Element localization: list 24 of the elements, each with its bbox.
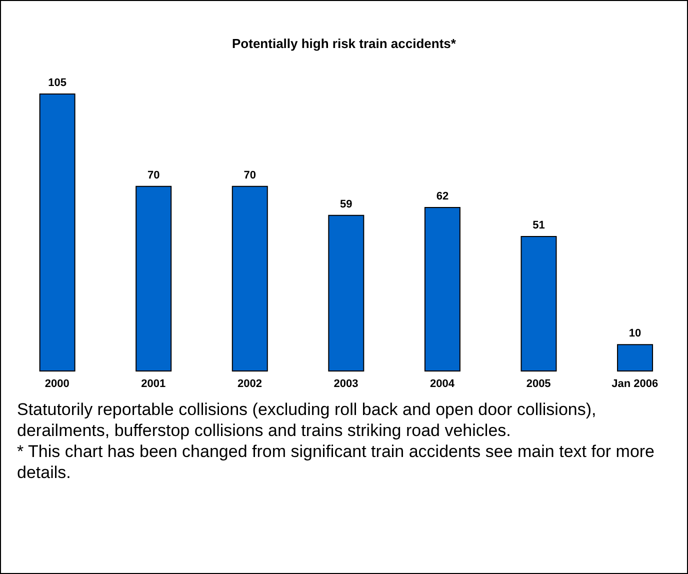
x-tick-label: 2002: [237, 378, 262, 390]
bar: [520, 236, 557, 372]
x-tick-label: 2005: [526, 378, 551, 390]
data-label: 51: [532, 219, 545, 232]
data-label: 70: [244, 169, 256, 182]
bar: [424, 206, 460, 372]
bar: [232, 186, 268, 372]
bar: [328, 214, 364, 372]
x-tick-label: 2003: [334, 378, 358, 390]
data-label: 10: [628, 328, 642, 340]
bar: [136, 186, 172, 372]
bar: [39, 94, 76, 372]
x-tick-label: 2004: [430, 378, 456, 390]
bar: [617, 344, 654, 372]
chart-title: Potentially high risk train accidents*: [231, 36, 457, 51]
x-tick-label: 2000: [44, 378, 70, 390]
data-label: 59: [340, 198, 352, 210]
x-tick-label: 2001: [141, 378, 166, 390]
text: * This chart has been changed from significant train accidents see main text for more details.: [17, 441, 656, 483]
data-label: 70: [147, 169, 160, 182]
x-tick-label: Jan 2006: [612, 378, 658, 390]
text: Statutorily reportable collisions (excluding roll back and open door collisions), derailments, bufferstop collisions and trains striking road vehicles.: [17, 399, 598, 441]
data-label: 105: [48, 77, 66, 89]
data-label: 62: [436, 190, 449, 202]
